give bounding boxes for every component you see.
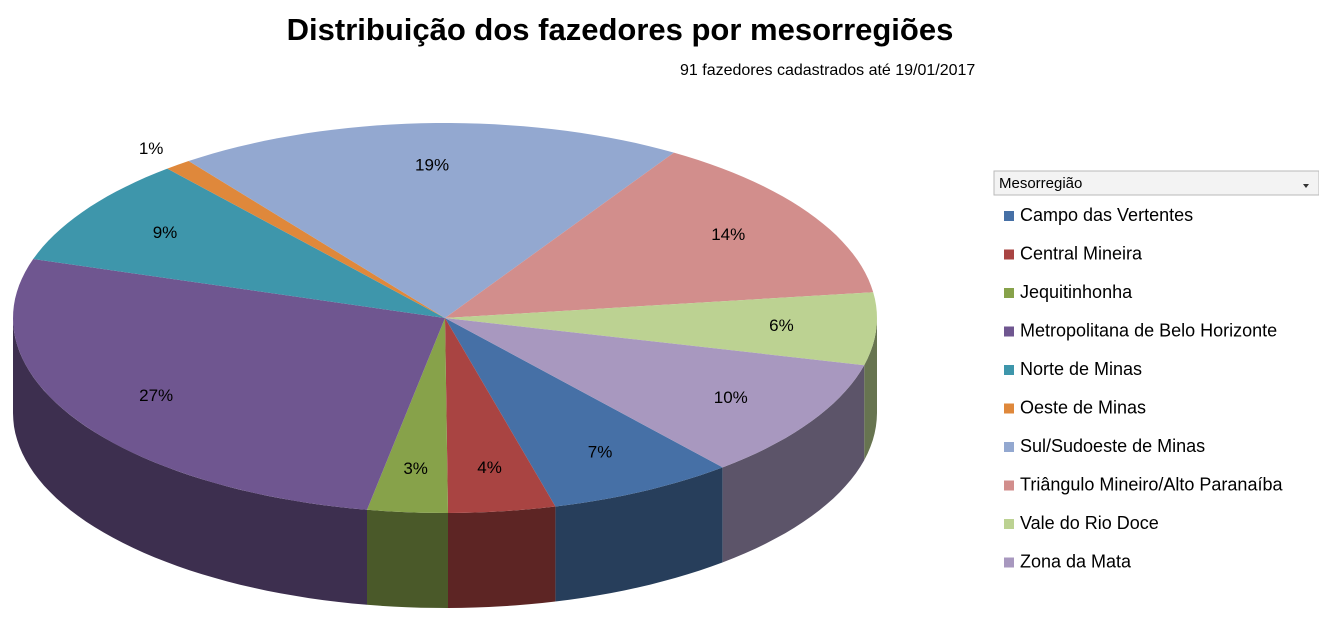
legend-title: Mesorregião: [999, 175, 1082, 192]
slice: [445, 152, 874, 318]
legend-swatch: [1004, 211, 1014, 221]
slice-side: [367, 509, 448, 608]
legend-label: Sul/Sudoeste de Minas: [1020, 436, 1205, 456]
legend-label: Central Mineira: [1020, 243, 1143, 263]
slice-side: [13, 318, 367, 605]
data-label: 27%: [139, 386, 173, 405]
slice: [188, 123, 674, 318]
filter-icon[interactable]: [1303, 184, 1309, 188]
slice: [445, 318, 556, 513]
slice: [367, 318, 448, 513]
legend-swatch: [1004, 249, 1014, 260]
legend-swatch: [1004, 519, 1014, 529]
legend-swatch: [1004, 557, 1014, 568]
legend-swatch: [1004, 288, 1014, 298]
legend-label: Vale do Rio Doce: [1020, 513, 1159, 533]
slice-side: [448, 506, 556, 608]
legend-swatch: [1004, 442, 1014, 452]
legend-header[interactable]: [993, 170, 1319, 196]
data-label: 1%: [139, 139, 164, 158]
slice-side: [722, 365, 865, 563]
chart-subtitle: 91 fazedores cadastrados até 19/01/2017: [680, 62, 975, 79]
legend-swatch: [1004, 480, 1014, 491]
slice-side: [864, 318, 877, 461]
slice: [167, 161, 446, 318]
data-label: 19%: [415, 155, 449, 174]
data-label: 3%: [403, 459, 428, 478]
slice: [445, 318, 865, 468]
data-label: 4%: [477, 458, 502, 477]
legend-label: Campo das Vertentes: [1020, 205, 1193, 225]
chart-title: Distribuição dos fazedores por mesorregi…: [287, 12, 954, 47]
data-label: 14%: [711, 225, 745, 244]
legend-label: Triângulo Mineiro/Alto Paranaíba: [1020, 474, 1283, 494]
legend-label: Zona da Mata: [1020, 551, 1132, 571]
pie-tops: [13, 123, 877, 513]
legend-swatch: [1004, 326, 1014, 337]
data-label: 7%: [588, 443, 613, 462]
legend-label: Norte de Minas: [1020, 359, 1142, 379]
legend-label: Metropolitana de Belo Horizonte: [1020, 320, 1277, 340]
legend-swatch: [1004, 365, 1014, 375]
legend-swatch: [1004, 403, 1014, 414]
pie-sides: [13, 318, 877, 608]
slice: [445, 292, 877, 366]
data-label: 9%: [153, 223, 178, 242]
data-label: 10%: [714, 388, 748, 407]
slice: [445, 318, 723, 507]
data-label: 6%: [769, 316, 794, 335]
legend-label: Oeste de Minas: [1020, 397, 1146, 417]
legend: Mesorregião Campo das Vertentes Central M…: [993, 170, 1319, 571]
slice: [13, 259, 445, 510]
legend-label: Jequitinhonha: [1020, 282, 1133, 302]
slice: [33, 168, 445, 318]
slice-side: [555, 467, 723, 602]
